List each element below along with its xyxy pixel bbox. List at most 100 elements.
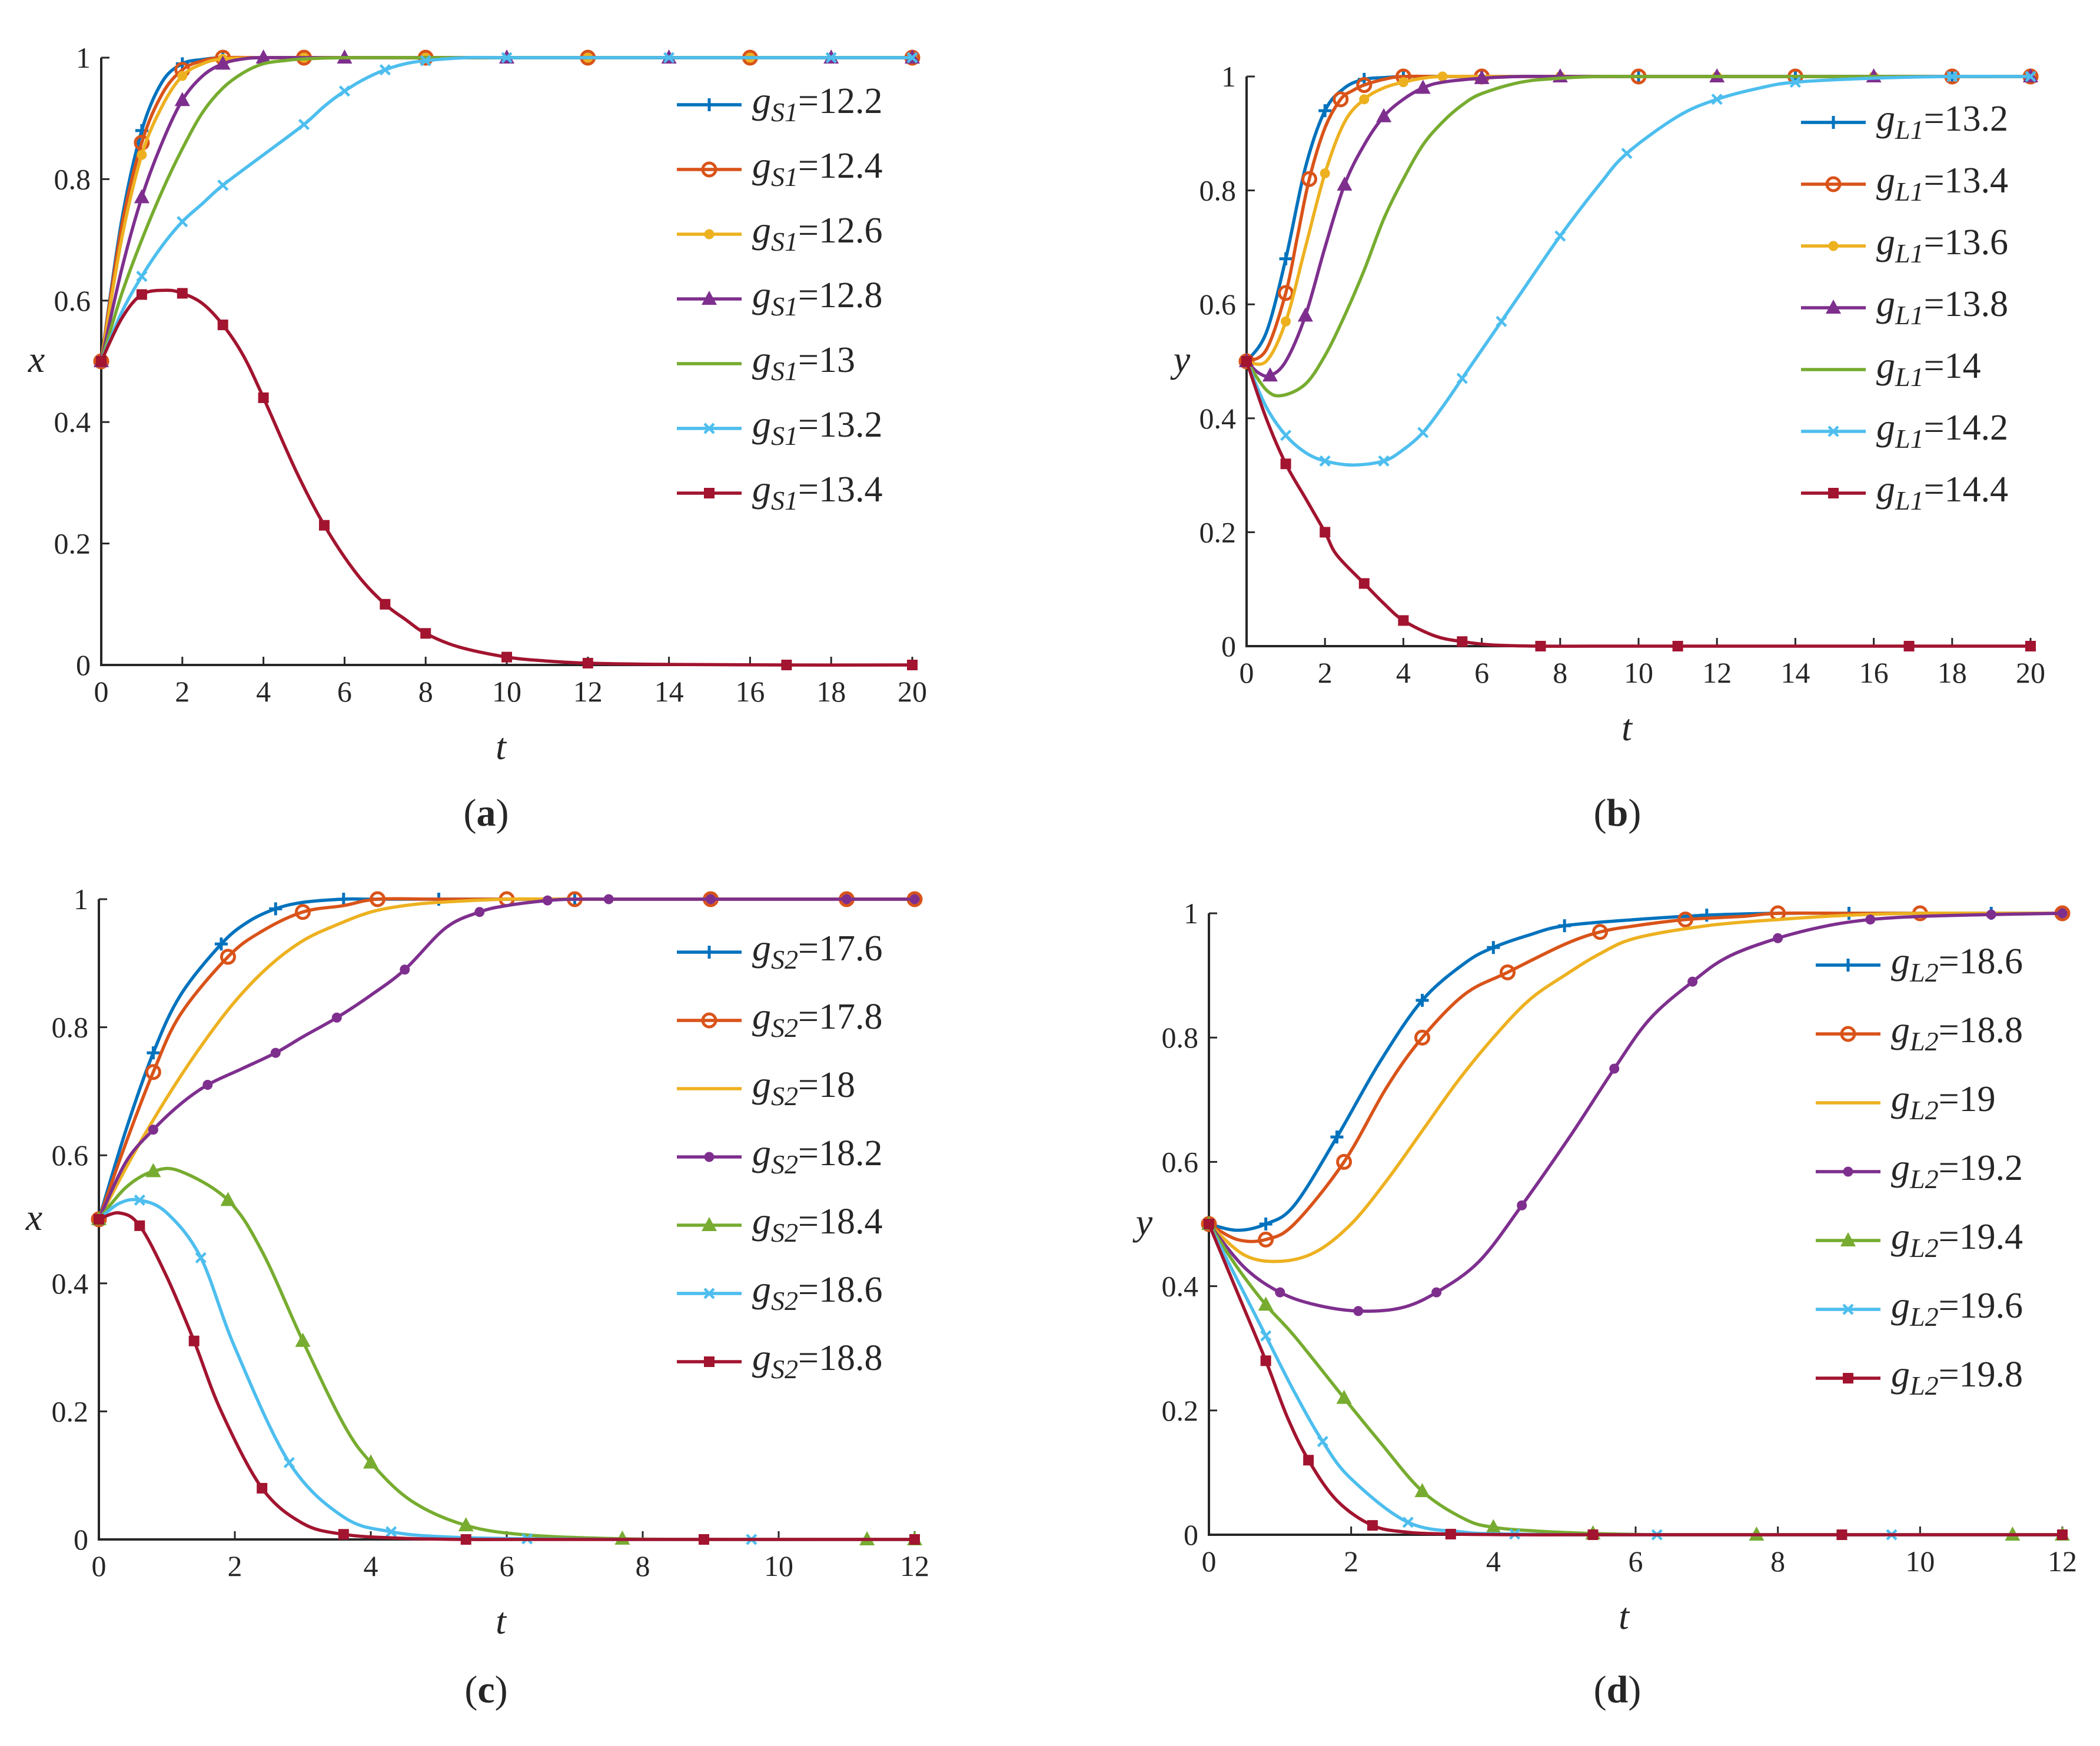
x-axis-label: t [1619,1595,1630,1637]
data-point [338,85,350,97]
y-tick-label: 0 [76,648,91,681]
chart-panel-a: 0 2 4 6 8 10 12 14 16 18 20 0 0.2 0.4 0.6 0.8 1 t x gS1=12.… [28,41,927,834]
legend-marker [1828,488,1839,498]
data-point [1609,1063,1620,1074]
data-point [501,651,512,663]
y-tick-label: 0.4 [54,405,91,438]
x-tick-label: 4 [1396,656,1411,689]
legend-entry: gL1=14.4 [1801,468,2008,516]
data-point [295,1332,311,1347]
data-point [1336,1153,1353,1170]
legend-label: gL1=14.4 [1876,468,2008,516]
x-tick-label: 6 [1474,656,1489,689]
data-point [1358,578,1370,589]
data-point [134,1220,145,1231]
legend-label: gS2=18.4 [752,1200,882,1248]
chart-panel-b: 0 2 4 6 8 10 12 14 16 18 20 0 0.2 0.4 0.6 0.8 1 t y gL1=13.… [1170,60,2045,834]
data-point [1367,1520,1378,1531]
legend-entry: gS2=18 [677,1063,855,1111]
data-point [1376,108,1392,122]
panel-label: (c) [464,1668,507,1711]
y-axis-label: y [1170,338,1191,380]
data-point [202,1080,213,1090]
data-point [1280,458,1291,470]
data-point [1592,924,1609,940]
legend-marker [1827,425,1839,437]
legend-entry: gL2=19.2 [1816,1146,2023,1194]
data-point [1402,1516,1414,1528]
data-point [1587,1529,1599,1540]
legend-entry: gS1=12.6 [677,209,882,257]
legend-c: gS2=17.6 gS2=17.8 gS2=18 gS2=18.2 gS2=18.4 gS… [677,927,882,1384]
series-gL1=14.2 [1241,71,2036,467]
x-tick-label: 12 [1702,656,1732,689]
x-tick-label: 14 [1780,656,1810,689]
x-tick-label: 10 [1624,656,1653,689]
series-line [1245,361,2031,648]
data-point [460,1534,471,1545]
legend-entry: gL2=19.6 [1816,1284,2023,1332]
data-point [270,1047,281,1058]
chart-panel-d: 0 2 4 6 8 10 1200.20.40.60.81tygL2=18.6gL2=18.… [1132,897,2077,1711]
data-point [1301,171,1318,187]
data-point [188,1335,200,1346]
data-point [906,52,918,64]
data-point [1672,641,1683,651]
data-point [1865,914,1876,925]
data-point [380,598,391,610]
data-point [331,1012,342,1023]
data-point [1486,1519,1501,1534]
data-point [1398,615,1409,626]
legend-a: gS1=12.2 gS1=12.4 gS1=12.6 gS1=12.8 gS1=13 gS… [677,79,882,516]
x-tick-label: 12 [2048,1545,2077,1578]
data-point [174,92,190,107]
data-point [1677,912,1694,928]
data-point [582,657,593,669]
data-point [1337,176,1353,191]
data-point [370,891,386,907]
x-tick-label: 10 [492,675,521,708]
data-point [177,288,188,299]
panel-label: (b) [1594,791,1642,834]
legend-entry: gL1=13.2 [1801,97,2008,145]
data-point [1415,79,1431,94]
legend-label: gL2=19.8 [1891,1353,2023,1401]
y-tick-label: 0.8 [1199,174,1237,207]
y-tick-label: 0.6 [54,284,91,317]
y-tick-label: 1 [74,883,88,916]
panel-label: (a) [464,791,509,834]
legend-marker [704,1356,715,1367]
legend-entry: gL1=13.4 [1801,159,2008,207]
series-gL1=14 [1245,75,2031,398]
data-point [542,895,553,906]
x-tick-label: 10 [1905,1545,1935,1578]
data-point [214,937,228,951]
legend-marker [702,291,717,305]
x-tick-label: 16 [1859,656,1889,689]
legend-label: gL2=19 [1891,1077,1996,1125]
y-tick-label: 0.2 [52,1395,89,1428]
legend-marker [701,161,717,178]
series-gL1=14.4 [1241,356,2036,651]
data-point [1946,71,1958,82]
legend-label: gS2=18 [752,1063,855,1111]
legend-marker [1826,300,1841,314]
series-gL2=19 [1208,912,2062,1263]
x-tick-label: 2 [1344,1545,1358,1578]
data-point [257,1482,268,1494]
data-point [663,52,675,64]
legend-entry: gL2=19 [1816,1077,1996,1125]
data-point [295,904,311,920]
data-point [2025,71,2036,82]
data-point [145,1163,161,1178]
data-point [1711,94,1723,105]
x-tick-label: 20 [898,675,927,708]
panel-label: (d) [1594,1668,1642,1711]
data-point [907,660,918,670]
chart-panel-c: 0 2 4 6 8 10 1200.20.40.60.81txgS2=17.6gS2=17.… [25,883,929,1711]
data-point [147,1046,160,1060]
legend-entry: gL2=19.4 [1816,1215,2023,1263]
data-point [1241,356,1252,367]
data-point [134,189,149,204]
legend-entry: gL1=13.8 [1801,282,2008,330]
